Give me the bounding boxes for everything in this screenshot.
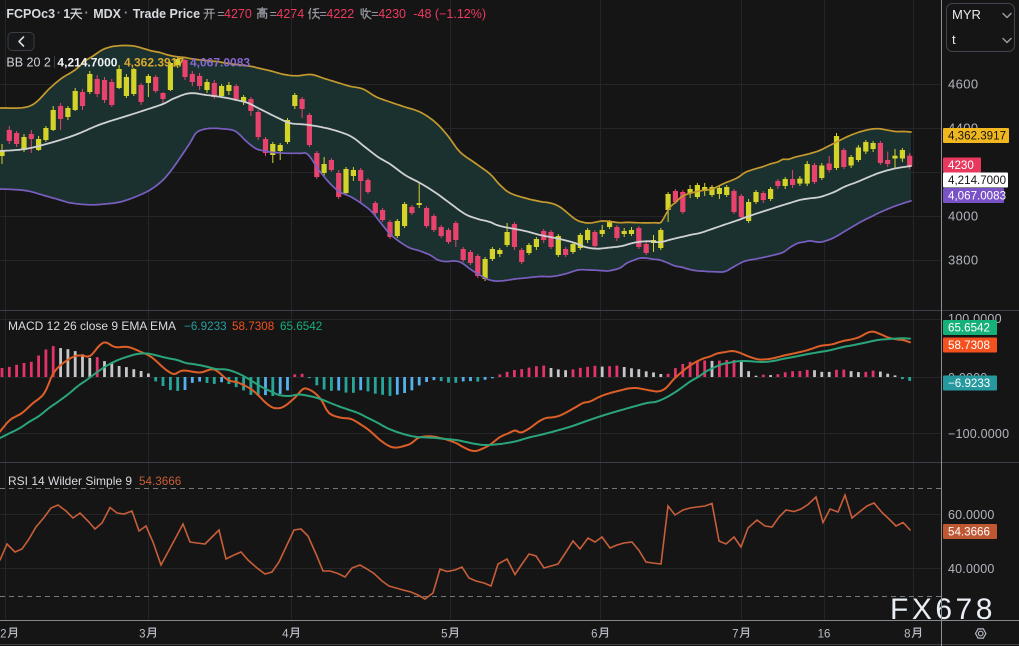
svg-text:=: = xyxy=(371,7,378,21)
svg-text:4: 4 xyxy=(282,629,289,641)
svg-text:Trade Price: Trade Price xyxy=(133,7,200,21)
svg-text:·: · xyxy=(57,6,61,20)
svg-text:60.0000: 60.0000 xyxy=(948,508,995,522)
svg-text:4,362.3917: 4,362.3917 xyxy=(124,56,184,70)
svg-text:8: 8 xyxy=(904,629,910,641)
svg-text:1: 1 xyxy=(63,7,70,21)
svg-text:3800: 3800 xyxy=(948,253,979,268)
svg-text:6: 6 xyxy=(591,629,597,641)
svg-text:-48 (−1.12%): -48 (−1.12%) xyxy=(413,7,486,21)
svg-text:RSI 14 Wilder Simple 9: RSI 14 Wilder Simple 9 xyxy=(8,474,132,488)
svg-text:7: 7 xyxy=(732,629,738,641)
svg-text:5: 5 xyxy=(441,629,447,641)
svg-text:58.7308: 58.7308 xyxy=(948,339,990,352)
svg-text:−6.9233: −6.9233 xyxy=(184,320,227,333)
svg-text:40.0000: 40.0000 xyxy=(948,562,995,576)
svg-text:MYR: MYR xyxy=(952,7,981,22)
svg-text:4,214.7000: 4,214.7000 xyxy=(57,56,117,70)
svg-text:65.6542: 65.6542 xyxy=(280,320,322,333)
svg-text:4600: 4600 xyxy=(948,77,979,92)
svg-text:4,214.7000: 4,214.7000 xyxy=(948,174,1006,187)
svg-text:=: = xyxy=(270,7,277,21)
svg-text:4,067.0083: 4,067.0083 xyxy=(948,190,1006,203)
svg-text:−6.9233: −6.9233 xyxy=(948,377,990,390)
svg-text:4222: 4222 xyxy=(326,7,354,21)
svg-text:4270: 4270 xyxy=(224,7,252,21)
svg-text:4,067.0083: 4,067.0083 xyxy=(190,56,250,70)
svg-text:BB 20 2: BB 20 2 xyxy=(6,56,51,70)
svg-text:54.3666: 54.3666 xyxy=(948,526,990,539)
svg-text:·: · xyxy=(85,6,89,20)
svg-text:4230: 4230 xyxy=(948,159,974,172)
svg-text:4000: 4000 xyxy=(948,209,979,224)
svg-text:=: = xyxy=(320,7,327,21)
svg-text:3: 3 xyxy=(139,629,145,641)
svg-text:16: 16 xyxy=(818,629,831,641)
svg-text:FX678: FX678 xyxy=(890,593,996,626)
svg-text:t: t xyxy=(952,32,956,47)
svg-text:MACD 12 26 close 9 EMA EMA: MACD 12 26 close 9 EMA EMA xyxy=(8,319,176,333)
svg-text:=: = xyxy=(217,7,224,21)
svg-text:−100.0000: −100.0000 xyxy=(948,427,1009,441)
svg-text:FCPOc3: FCPOc3 xyxy=(6,7,55,21)
svg-text:4274: 4274 xyxy=(276,7,304,21)
svg-text:4230: 4230 xyxy=(378,7,406,21)
svg-text:MDX: MDX xyxy=(93,7,121,21)
svg-text:58.7308: 58.7308 xyxy=(232,320,274,333)
svg-text:54.3666: 54.3666 xyxy=(139,475,181,488)
svg-text:·: · xyxy=(124,6,128,20)
svg-text:2: 2 xyxy=(0,629,6,641)
svg-text:65.6542: 65.6542 xyxy=(948,322,990,335)
svg-text:4,362.3917: 4,362.3917 xyxy=(948,130,1006,143)
